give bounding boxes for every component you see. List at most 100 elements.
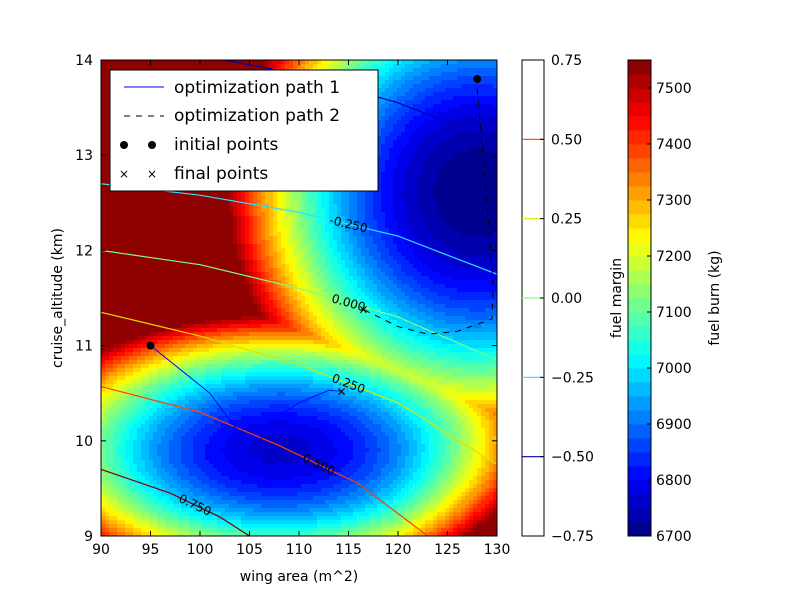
fuel-burn-cell [437,112,442,117]
fuel-burn-cell [461,120,466,125]
fuel-burn-cell [405,88,410,93]
fuel-burn-cell [189,60,194,65]
fuel-burn-cell [133,252,138,257]
fuel-burn-cell [369,220,374,225]
fuel-burn-cell [169,236,174,241]
fuel-burn-cell [293,192,298,197]
fuel-burn-cell [465,84,470,89]
fuel-burn-cell [241,192,246,197]
fuel-burn-cell [381,256,386,261]
fuel-burn-cell [361,248,366,253]
fuel-burn-cell [301,232,306,237]
fuel-burn-cell [445,132,450,137]
fuel-burn-cell [109,192,114,197]
fuel-burn-cell [165,248,170,253]
fuel-burn-cell [185,200,190,205]
fuel-burn-cell [461,184,466,189]
fuel-burn-cell [209,204,214,209]
fuel-burn-cell [377,220,382,225]
fuel-burn-cell [445,68,450,73]
fuel-burn-cell [449,212,454,217]
fuel-burn-cell [197,212,202,217]
fuel-burn-cell [397,204,402,209]
fuel-burn-cell [145,64,150,69]
fuel-burn-cell [381,204,386,209]
fuel-burn-cell [113,224,118,229]
fuel-burn-cell [405,252,410,257]
fuel-burn-cell [301,204,306,209]
fuel-burn-cell [449,240,454,245]
fuel-burn-cell [277,244,282,249]
fuel-burn-cell [385,200,390,205]
fuel-burn-cell [417,200,422,205]
fuel-burn-cell [425,68,430,73]
fuel-burn-cell [425,124,430,129]
fuel-burn-cell [117,64,122,69]
fuel-burn-cell [325,256,330,261]
fuel-burn-cell [309,220,314,225]
fuel-burn-cell [405,80,410,85]
fuel-burn-cell [237,248,242,253]
fuel-burn-cell [257,220,262,225]
fuel-burn-cell [345,232,350,237]
fuel-burn-cell [473,64,478,69]
fuel-burn-cell [481,156,486,161]
fuel-burn-cell [185,216,190,221]
fuel-burn-cell [461,224,466,229]
fuel-burn-cell [101,144,106,149]
fuel-burn-cell [105,80,110,85]
fuel-burn-cell [261,248,266,253]
fuel-burn-cell [469,248,474,253]
fuel-burn-cell [349,224,354,229]
fuel-burn-cell [445,148,450,153]
fuel-burn-cell [437,84,442,89]
fuel-burn-cell [481,140,486,145]
fuel-burn-cell [237,64,242,69]
fuel-burn-cell [101,112,106,117]
fuel-burn-cell [265,224,270,229]
fuel-burn-cell [113,208,118,213]
fuel-burn-cell [277,204,282,209]
fuel-burn-cell [265,60,270,65]
fuel-burn-cell [269,240,274,245]
fuel-burn-cell [425,108,430,113]
fuel-burn-cell [449,208,454,213]
fuel-burn-cell [417,120,422,125]
fuel-burn-cell [401,216,406,221]
fuel-burn-cell [489,156,494,161]
fuel-burn-cell [153,244,158,249]
fuel-burn-cell [185,232,190,237]
fuel-burn-cell [425,208,430,213]
fuel-burn-cell [389,92,394,97]
fuel-burn-cell [473,152,478,157]
fuel-burn-cell [441,88,446,93]
fuel-burn-cell [433,184,438,189]
fuel-burn-cell [469,92,474,97]
fuel-burn-cell [273,208,278,213]
fuel-burn-cell [249,208,254,213]
fuel-burn-cell [301,192,306,197]
fuel-burn-cell [377,168,382,173]
fuel-burn-cell [157,212,162,217]
fuel-burn-cell [401,64,406,69]
fuel-burn-cell [157,236,162,241]
fuel-burn-cell [385,112,390,117]
fuel-burn-cell [489,236,494,241]
fuel-burn-cell [137,212,142,217]
fuel-burn-cell [173,64,178,69]
fuel-burn-cell [485,212,490,217]
fuel-burn-cell [349,256,354,261]
fuel-burn-cell [261,200,266,205]
fuel-burn-cell [277,216,282,221]
fuel-burn-cell [365,208,370,213]
fuel-burn-cell [413,152,418,157]
fuel-burn-cell [157,64,162,69]
fuel-burn-cell [165,236,170,241]
fuel-burn-cell [473,148,478,153]
fuel-burn-cell [413,232,418,237]
fuel-burn-cell [393,156,398,161]
fuel-burn-cell [477,104,482,109]
fuel-burn-cell [165,220,170,225]
fuel-burn-cell [117,220,122,225]
fuel-burn-cell [425,232,430,237]
